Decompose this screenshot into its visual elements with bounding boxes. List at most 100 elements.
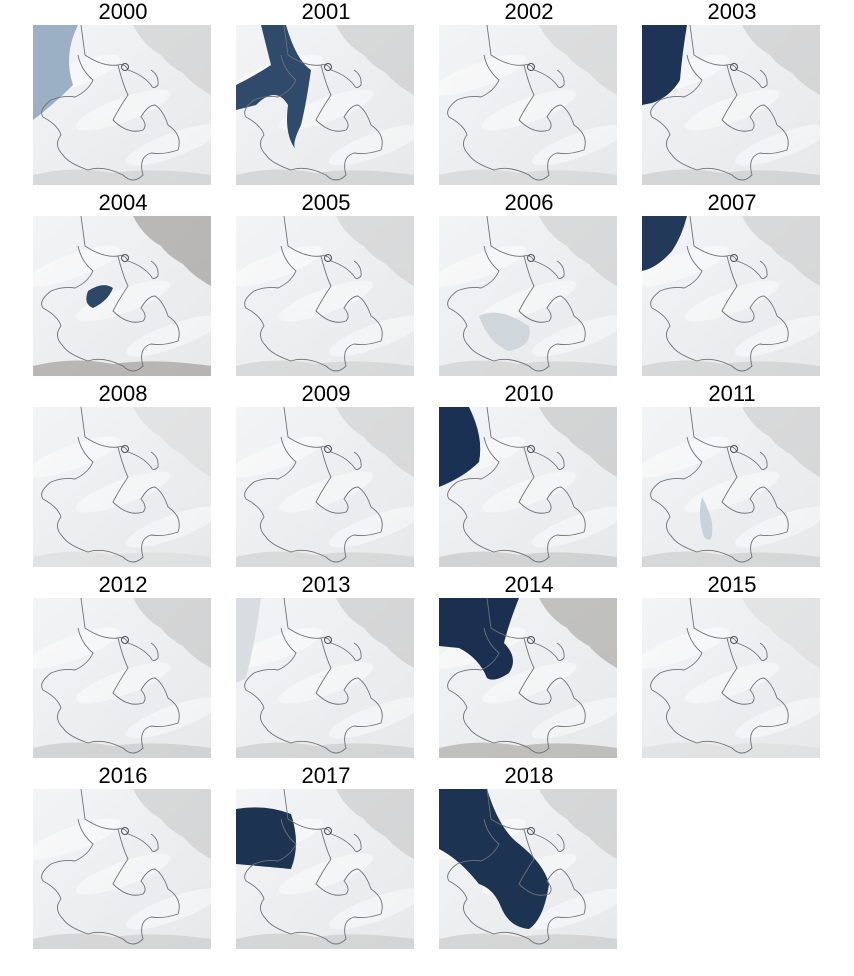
- cloud-streak: [75, 89, 171, 131]
- image-panel-2008: 2008: [33, 382, 213, 567]
- satellite-image: [33, 598, 211, 758]
- boundary-line: [41, 216, 180, 372]
- image-panel-2010: 2010: [439, 382, 619, 567]
- image-panel-2009: 2009: [236, 382, 416, 567]
- settlement-marker: [324, 445, 332, 453]
- boundary-line: [650, 216, 789, 372]
- satellite-image: [33, 216, 211, 376]
- open-water-area: [439, 789, 549, 929]
- cloud-streak: [33, 818, 121, 860]
- cloud-streak: [684, 280, 780, 322]
- cloud-streak: [328, 124, 414, 166]
- boundary-line: [41, 789, 180, 945]
- year-label: 2009: [301, 381, 351, 406]
- settlement-marker: [121, 63, 129, 71]
- open-water-area: [236, 598, 261, 683]
- year-label: 2016: [98, 763, 148, 788]
- image-panel-2016: 2016: [33, 764, 213, 949]
- boundary-line: [447, 216, 586, 372]
- satellite-image: [439, 598, 617, 758]
- year-label: 2011: [708, 381, 756, 406]
- cloud-streak: [734, 315, 820, 357]
- image-panel-2015: 2015: [642, 573, 822, 758]
- satellite-image: [439, 407, 617, 567]
- satellite-image: [236, 216, 414, 376]
- year-label: 2010: [504, 381, 554, 406]
- boundary-line: [447, 25, 586, 181]
- cloud-streak: [531, 697, 617, 739]
- image-panel-2001: 2001: [236, 0, 416, 185]
- satellite-image: [439, 25, 617, 185]
- image-panel-2007: 2007: [642, 191, 822, 376]
- satellite-image: [236, 789, 414, 949]
- settlement-marker: [324, 827, 332, 835]
- year-label: 2002: [504, 0, 554, 24]
- settlement-marker: [121, 445, 129, 453]
- open-water-area: [699, 497, 713, 540]
- satellite-image: [439, 789, 617, 949]
- terrain-area: [236, 407, 414, 567]
- cloud-streak: [481, 471, 577, 513]
- terrain-area: [236, 25, 414, 185]
- terrain-area: [642, 407, 820, 567]
- year-label: 2015: [707, 572, 757, 597]
- cloud-streak: [125, 124, 211, 166]
- cloud-streak: [75, 853, 171, 895]
- year-label: 2001: [301, 0, 351, 24]
- terrain-area: [439, 598, 617, 758]
- cloud-streak: [481, 280, 577, 322]
- year-label: 2013: [301, 572, 351, 597]
- cloud-streak: [734, 506, 820, 548]
- cloud-streak: [75, 662, 171, 704]
- image-panel-2000: 2000: [33, 0, 213, 185]
- open-water-area: [642, 216, 687, 271]
- settlement-marker: [527, 827, 535, 835]
- year-label: 2014: [504, 572, 554, 597]
- cloud-streak: [278, 89, 374, 131]
- year-label: 2006: [504, 190, 554, 215]
- terrain-area: [236, 598, 414, 758]
- settlement-marker: [527, 445, 535, 453]
- cloud-streak: [125, 888, 211, 930]
- satellite-image: [33, 407, 211, 567]
- cloud-streak: [236, 436, 324, 478]
- settlement-marker: [324, 636, 332, 644]
- image-panel-2018: 2018: [439, 764, 619, 949]
- cloud-streak: [236, 245, 324, 287]
- image-panel-2005: 2005: [236, 191, 416, 376]
- cloud-streak: [531, 888, 617, 930]
- settlement-marker: [527, 636, 535, 644]
- cloud-streak: [439, 54, 527, 96]
- boundary-line: [41, 407, 180, 563]
- terrain-area: [642, 598, 820, 758]
- settlement-marker: [324, 63, 332, 71]
- image-panel-2003: 2003: [642, 0, 822, 185]
- terrain-area: [236, 789, 414, 949]
- cloud-streak: [734, 697, 820, 739]
- terrain-area: [33, 598, 211, 758]
- settlement-marker: [121, 827, 129, 835]
- cloud-streak: [33, 627, 121, 669]
- terrain-area: [642, 216, 820, 376]
- year-label: 2007: [707, 190, 757, 215]
- satellite-image: [439, 216, 617, 376]
- satellite-image: [236, 598, 414, 758]
- terrain-area: [439, 407, 617, 567]
- boundary-line: [650, 25, 789, 181]
- boundary-line: [650, 407, 789, 563]
- cloud-streak: [531, 124, 617, 166]
- image-panel-2012: 2012: [33, 573, 213, 758]
- boundary-line: [41, 25, 180, 181]
- satellite-image: [236, 25, 414, 185]
- cloud-streak: [531, 315, 617, 357]
- year-label: 2012: [98, 572, 148, 597]
- open-water-area: [33, 25, 78, 120]
- boundary-line: [447, 407, 586, 563]
- settlement-marker: [121, 254, 129, 262]
- boundary-line: [244, 407, 383, 563]
- image-panel-2017: 2017: [236, 764, 416, 949]
- cloud-streak: [236, 627, 324, 669]
- terrain-area: [33, 789, 211, 949]
- terrain-area: [439, 25, 617, 185]
